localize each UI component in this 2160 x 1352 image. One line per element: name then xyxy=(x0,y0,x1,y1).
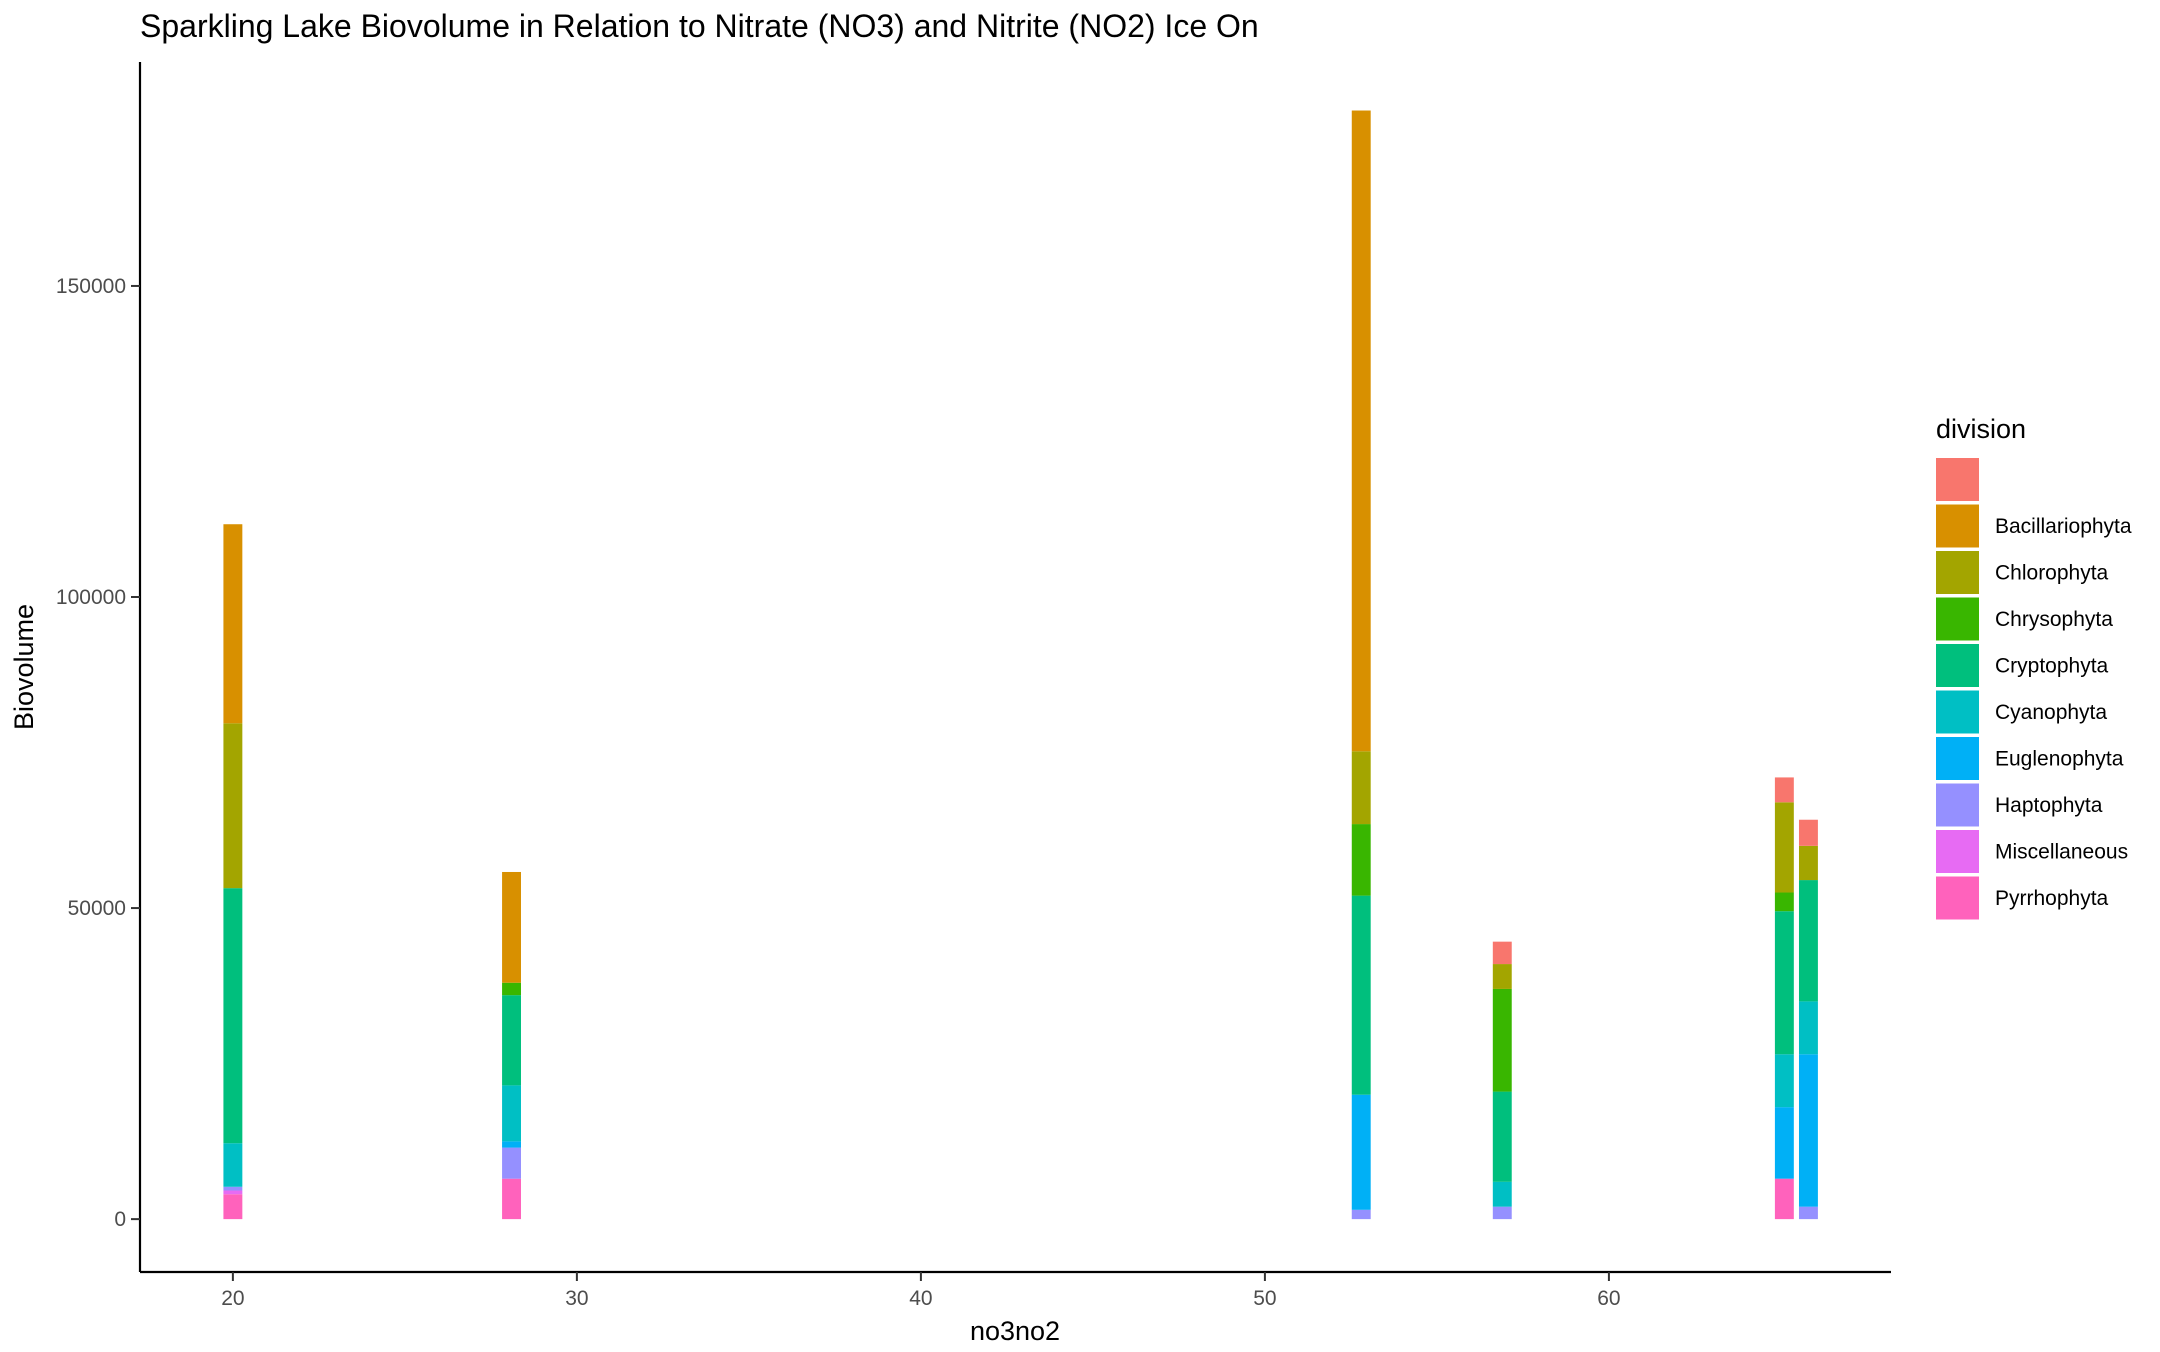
bar-segment xyxy=(1798,880,1818,1002)
bar-segment xyxy=(1774,892,1794,912)
legend-label: Pyrrhophyta xyxy=(1995,887,2109,910)
legend-label: Bacillariophyta xyxy=(1995,515,2132,538)
legend-label: Cyanophyta xyxy=(1995,701,2107,724)
bar-segment xyxy=(1351,1209,1371,1220)
bar-segment xyxy=(1492,1181,1512,1207)
bar-segment xyxy=(223,1190,243,1195)
bar-segment xyxy=(502,995,521,1086)
bars-layer xyxy=(223,110,1818,1220)
bar-segment xyxy=(1492,1206,1512,1220)
bar-segment xyxy=(1774,777,1794,803)
bar-segment xyxy=(502,871,521,983)
bar-segment xyxy=(502,1178,521,1220)
bar-segment xyxy=(1774,1054,1794,1108)
x-tick-label: 30 xyxy=(565,1287,588,1310)
bar-segment xyxy=(223,524,243,724)
bar-segment xyxy=(1798,1206,1818,1220)
bar-segment xyxy=(1774,802,1794,893)
bar-segment xyxy=(1351,895,1371,1095)
y-tick-label: 100000 xyxy=(56,586,126,609)
bar-segment xyxy=(502,1147,521,1179)
x-axis-ticks: 20 30 40 50 60 xyxy=(221,1272,1621,1310)
bar-segment xyxy=(502,1141,521,1148)
legend-key xyxy=(1936,504,1979,548)
y-axis-ticks: 0 50000 100000 150000 xyxy=(56,275,140,1231)
bar-segment xyxy=(1774,911,1794,1055)
legend-key xyxy=(1936,737,1979,780)
bar-segment xyxy=(1351,824,1371,896)
legend-key xyxy=(1936,876,1979,920)
bar-segment xyxy=(1351,1094,1371,1210)
legend-title: division xyxy=(1936,414,2026,444)
x-tick-label: 50 xyxy=(1253,1287,1276,1310)
legend-key xyxy=(1936,830,1979,873)
bar-segment xyxy=(1774,1178,1794,1220)
legend-label: Haptophyta xyxy=(1995,794,2103,817)
legend-key xyxy=(1936,597,1979,641)
y-tick-label: 0 xyxy=(114,1208,126,1231)
legend-label: Euglenophyta xyxy=(1995,748,2124,771)
legend-key xyxy=(1936,783,1979,827)
x-tick-label: 60 xyxy=(1597,1287,1620,1310)
x-axis-title: no3no2 xyxy=(970,1316,1060,1346)
bar-segment xyxy=(1351,751,1371,825)
bar-segment xyxy=(223,888,243,1144)
bar-segment xyxy=(1774,1107,1794,1179)
legend-key xyxy=(1936,551,1979,594)
legend-key xyxy=(1936,644,1979,687)
bar-segment xyxy=(1798,1054,1818,1207)
bar-segment xyxy=(1492,1091,1512,1182)
x-tick-label: 20 xyxy=(221,1287,244,1310)
y-axis-title: Biovolume xyxy=(9,604,39,730)
bar-segment xyxy=(1492,941,1512,965)
legend: division Bacillariophyta Chlorophyta Chrys… xyxy=(1936,414,2132,920)
bar-segment xyxy=(1798,845,1818,881)
legend-items: Bacillariophyta Chlorophyta Chrysophyta Cry… xyxy=(1936,458,2132,920)
y-tick-label: 50000 xyxy=(68,897,126,920)
bar-segment xyxy=(502,982,521,996)
legend-label: Miscellaneous xyxy=(1995,841,2128,864)
legend-label: Chrysophyta xyxy=(1995,608,2113,631)
bar-segment xyxy=(1492,988,1512,1092)
legend-key xyxy=(1936,690,1979,734)
legend-key xyxy=(1936,458,1979,501)
bar-segment xyxy=(1351,110,1371,752)
legend-label: Cryptophyta xyxy=(1995,655,2109,678)
bar-segment xyxy=(223,1143,243,1187)
bar-segment xyxy=(1492,964,1512,989)
bar-segment xyxy=(502,1085,521,1142)
y-tick-label: 150000 xyxy=(56,275,126,298)
chart-title: Sparkling Lake Biovolume in Relation to … xyxy=(140,8,1259,44)
legend-label: Chlorophyta xyxy=(1995,562,2109,585)
bar-segment xyxy=(223,723,243,889)
bar-segment xyxy=(223,1186,243,1191)
x-tick-label: 40 xyxy=(909,1287,932,1310)
bar-segment xyxy=(223,1194,243,1220)
bar-segment xyxy=(1798,1001,1818,1055)
bar-segment xyxy=(1798,819,1818,846)
